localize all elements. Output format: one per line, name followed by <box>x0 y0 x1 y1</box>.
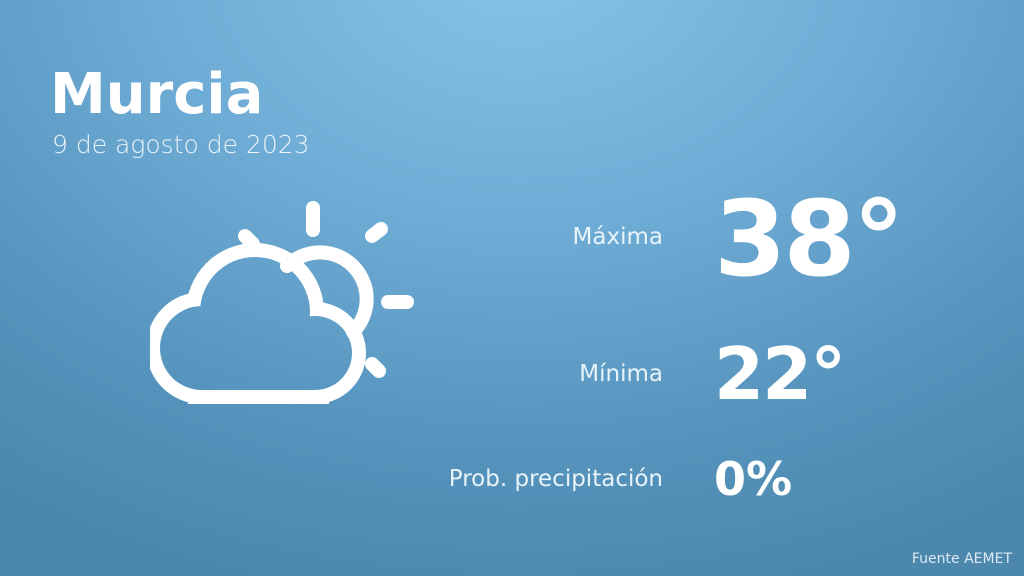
data-source: Fuente AEMET <box>911 551 1012 567</box>
max-temp-label: Máxima <box>572 224 663 250</box>
precip-value: 0% <box>714 452 793 506</box>
max-temp-value: 38° <box>714 178 905 300</box>
min-temp-value: 22° <box>714 332 846 416</box>
city-name: Murcia <box>50 62 264 127</box>
forecast-date: 9 de agosto de 2023 <box>52 130 310 159</box>
precip-label: Prob. precipitación <box>448 466 663 492</box>
min-temp-label: Mínima <box>579 361 663 387</box>
partly-cloudy-icon <box>150 190 430 410</box>
